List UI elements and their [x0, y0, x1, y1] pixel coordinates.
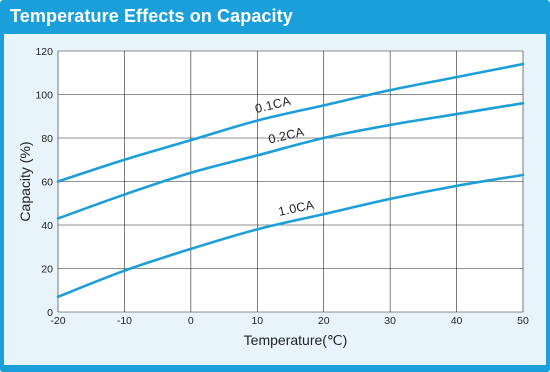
y-tick-label: 40: [41, 220, 53, 232]
x-tick-label: 40: [451, 315, 463, 327]
chart-header: Temperature Effects on Capacity: [0, 0, 550, 34]
grid: [57, 50, 524, 313]
y-tick-label: 100: [35, 90, 53, 102]
x-tick-label: -10: [117, 315, 132, 327]
panel-border-bottom: [0, 365, 550, 372]
x-tick-label: 20: [318, 315, 330, 327]
tick-labels: -20 -10 0 10 20 30 40 50 0 20 40 60 80 100 120: [35, 46, 529, 327]
series-line-1-0ca: [56, 173, 525, 299]
x-tick-label: 30: [384, 315, 396, 327]
x-tick-label: -20: [50, 315, 65, 327]
y-axis-label: Capacity (%): [17, 141, 33, 221]
series-line-0-1ca: [56, 62, 525, 183]
panel-border-right: [546, 34, 550, 372]
y-tick-label: 120: [35, 46, 53, 58]
chart-title: Temperature Effects on Capacity: [10, 6, 293, 26]
x-tick-label: 0: [188, 315, 194, 327]
series-line-0-2ca: [56, 101, 525, 220]
y-tick-label: 0: [47, 307, 53, 319]
x-axis-label: Temperature(℃): [244, 332, 348, 348]
panel-border-left: [0, 34, 4, 372]
y-tick-label: 60: [41, 177, 53, 189]
x-tick-label: 50: [517, 315, 529, 327]
y-tick-label: 20: [41, 264, 53, 276]
y-tick-label: 80: [41, 133, 53, 145]
x-tick-label: 10: [251, 315, 263, 327]
